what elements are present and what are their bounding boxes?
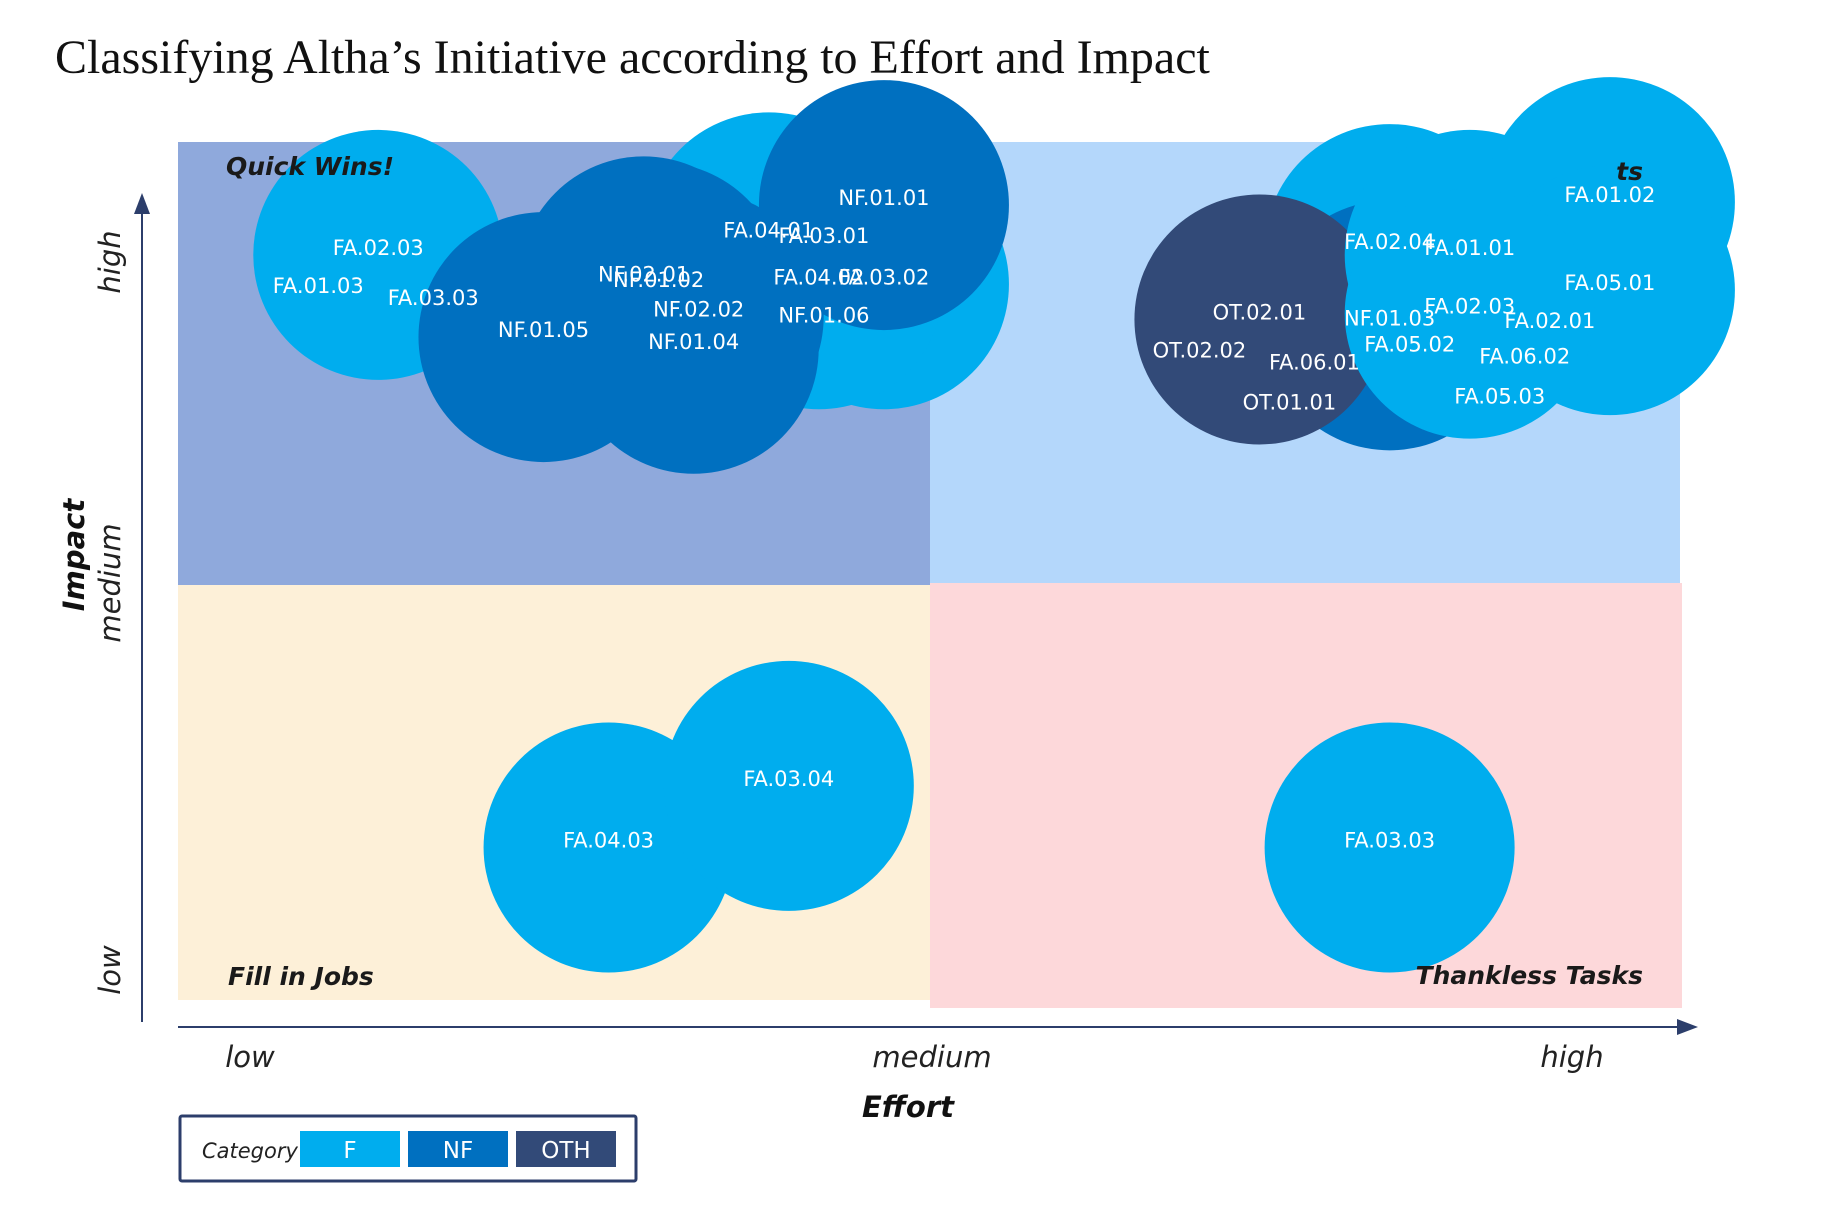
y-axis-arrow bbox=[134, 193, 150, 214]
bubble-labels: FA.04.01 FA.03.02 NF.01.06 FA.04.02 FA.02.03… bbox=[273, 183, 1656, 852]
x-tick-label: medium bbox=[872, 1040, 991, 1074]
legend-swatch-f bbox=[300, 1131, 400, 1167]
bubble-label-fa-01-02: FA.01.02 bbox=[1564, 183, 1655, 207]
x-axis-arrow bbox=[1677, 1019, 1698, 1035]
bubble-label-fa-02-03: FA.02.03 bbox=[1424, 295, 1515, 319]
bubble-label-ot-02-02: OT.02.02 bbox=[1153, 338, 1247, 362]
bubble-label-fa-02-01: FA.02.01 bbox=[1504, 309, 1595, 333]
axes: low medium high low medium high Effort Impact bbox=[57, 193, 1698, 1124]
bubble-label-fa-03-04: FA.03.04 bbox=[743, 767, 834, 791]
bubble-label-fa-03-02: FA.03.02 bbox=[838, 265, 929, 289]
legend-label-oth: OTH bbox=[541, 1138, 590, 1164]
bubble-label-fa-03-03: FA.03.03 bbox=[1344, 828, 1435, 852]
quadrant-label-fill-in-jobs: Fill in Jobs bbox=[228, 962, 374, 991]
bubble-fa-03-03 bbox=[1264, 722, 1515, 973]
x-axis-title: Effort bbox=[862, 1090, 955, 1124]
bubble-label-nf-01-04: NF.01.04 bbox=[648, 330, 739, 354]
bubble-fa-03-04 bbox=[663, 660, 914, 911]
x-tick-label: high bbox=[1540, 1040, 1603, 1074]
bubble-label-fa-04-02: FA.04.02 bbox=[773, 265, 864, 289]
bubble-label-fa-05-03: FA.05.03 bbox=[1454, 385, 1545, 409]
bubble-nf-01-01 bbox=[758, 80, 1009, 331]
y-tick-label: high bbox=[93, 230, 127, 293]
bubble-ot-02-01 bbox=[1134, 194, 1385, 445]
bubble-label-fa-06-01: FA.06.01 bbox=[1269, 350, 1360, 374]
x-tick-label: low bbox=[225, 1040, 275, 1074]
quadrant-label-thankless-tasks: Thankless Tasks bbox=[1416, 961, 1643, 990]
bubble-label-fa-01-03: FA.01.03 bbox=[273, 274, 364, 298]
bubble-label-fa-06-02: FA.06.02 bbox=[1479, 345, 1570, 369]
bubble-label-nf-02-02: NF.02.02 bbox=[653, 298, 744, 322]
legend: Category F NF OTH bbox=[178, 1114, 638, 1183]
bubble-label-fa-04-01: FA.04.01 bbox=[723, 218, 814, 242]
y-axis-title: Impact bbox=[57, 498, 91, 612]
bubble-label-nf-01-05: NF.01.05 bbox=[498, 318, 589, 342]
legend-label-nf: NF bbox=[443, 1138, 473, 1164]
bubble-label-fa-05-02: FA.05.02 bbox=[1364, 333, 1455, 357]
bubble-label-fa-02-03: FA.02.03 bbox=[333, 236, 424, 260]
bubble-label-nf-01-01: NF.01.01 bbox=[838, 186, 929, 210]
legend-swatch-nf bbox=[408, 1131, 508, 1167]
bubble-label-ot-01-01: OT.01.01 bbox=[1243, 390, 1337, 414]
bubble-label-nf-01-03: NF.01.03 bbox=[1344, 306, 1435, 330]
legend-title: Category bbox=[202, 1139, 298, 1163]
legend-label-f: F bbox=[343, 1138, 356, 1164]
y-tick-label: medium bbox=[93, 523, 127, 642]
quadrant-label-quick-wins: Quick Wins! bbox=[226, 152, 394, 181]
bubble-label-ot-02-01: OT.02.01 bbox=[1213, 300, 1307, 324]
bubble-label-fa-05-01: FA.05.01 bbox=[1564, 271, 1655, 295]
bubble-nf-01-04 bbox=[568, 223, 819, 474]
quadrant-labels: Quick Wins! ts Fill in Jobs Thankless Tasks bbox=[226, 152, 1643, 991]
bubble-label-fa-04-03: FA.04.03 bbox=[563, 828, 654, 852]
bubble-label-nf-01-06: NF.01.06 bbox=[778, 303, 869, 327]
bubble-label-fa-02-04: FA.02.04 bbox=[1344, 230, 1435, 254]
bubble-label-fa-01-01: FA.01.01 bbox=[1424, 236, 1515, 260]
legend-swatch-oth bbox=[516, 1131, 616, 1167]
bubble-label-fa-03-01: FA.03.01 bbox=[778, 224, 869, 248]
y-tick-label: low bbox=[93, 945, 127, 995]
bubble-label-nf-01-02: NF.01.02 bbox=[613, 268, 704, 292]
bubble-label-fa-03-03: FA.03.03 bbox=[388, 286, 479, 310]
bubbles bbox=[253, 77, 1735, 973]
bubble-fa-02-03 bbox=[1344, 188, 1595, 439]
chart-title: Classifying Altha’s Initiative according… bbox=[55, 31, 1210, 84]
quadrant-label-ts: ts bbox=[1616, 157, 1643, 186]
bubble-label-nf-02-01: NF.02.01 bbox=[598, 262, 689, 286]
